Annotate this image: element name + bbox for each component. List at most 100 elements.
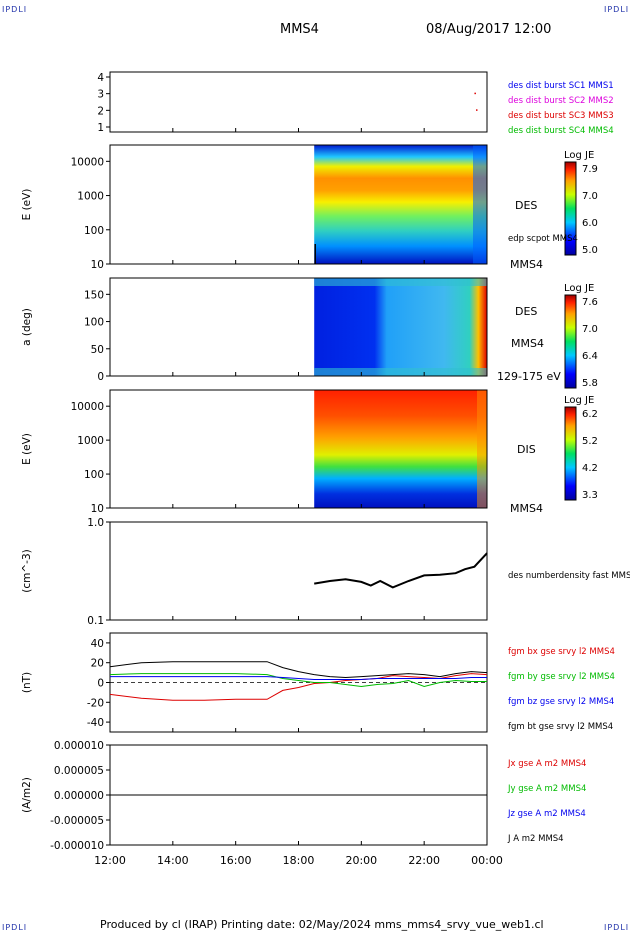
time-axis-label: 12:00 [94, 854, 126, 867]
corner-label-top-right: IPDLI [604, 5, 630, 14]
dis-energy-panel-colorbar [564, 406, 577, 501]
burst-panel-legend-item: des dist burst SC4 MMS4 [508, 126, 614, 136]
des-pitch-panel-colorbar-tick: 7.0 [582, 324, 598, 335]
des-pitch-panel-colorbar-tick: 6.4 [582, 351, 598, 362]
des-energy-panel-colorbar-tick: 5.0 [582, 245, 598, 256]
des-pitch-panel-ytick-label: 50 [91, 344, 104, 356]
des-pitch-panel-ytick-label: 100 [84, 317, 104, 329]
current-density-panel-series-label: J A m2 MMS4 [507, 834, 564, 844]
des-energy-panel-heatmap [314, 145, 487, 264]
dis-energy-panel-ylabel: E (eV) [21, 433, 33, 465]
des-energy-panel-colorbar-tick: 6.0 [582, 218, 598, 229]
des-energy-panel-overlay-label: edp scpot MMS4 [508, 234, 578, 244]
des-pitch-panel-ytick-label: 150 [84, 289, 104, 301]
current-density-panel-ytick-label: -0.000010 [50, 840, 104, 852]
time-axis-label: 00:00 [471, 854, 503, 867]
des-pitch-panel-ytick-label: 0 [97, 371, 104, 383]
burst-panel-ytick-label: 4 [97, 72, 104, 84]
corner-label-bottom-left: IPDLI [2, 923, 28, 932]
burst-panel-ytick-label: 2 [97, 105, 104, 117]
current-density-panel-series-label: Jx gse A m2 MMS4 [507, 759, 586, 769]
dis-energy-panel-colorbar-tick: 5.2 [582, 436, 598, 447]
des-energy-panel-ytick-label: 1000 [77, 191, 104, 203]
magnetic-field-panel-ytick-label: -40 [87, 717, 104, 729]
des-pitch-panel-colorbar-title: Log JE [564, 283, 594, 294]
dis-energy-panel-colorbar-tick: 6.2 [582, 409, 598, 420]
magnetic-field-panel-ytick-label: 20 [91, 658, 104, 670]
current-density-panel-ylabel: (A/m2) [21, 777, 33, 813]
time-axis-label: 14:00 [157, 854, 189, 867]
density-panel-ytick-label: 1.0 [87, 517, 104, 529]
current-density-panel-ytick-label: -0.000005 [50, 815, 104, 827]
burst-panel-legend-item: des dist burst SC2 MMS2 [508, 96, 614, 106]
magnetic-field-panel-ytick-label: 0 [97, 678, 104, 690]
des-pitch-panel-bottom-label: 129-175 eV [497, 370, 561, 383]
des-pitch-panel-colorbar [564, 294, 577, 389]
des-pitch-panel-side-label: MMS4 [511, 337, 544, 350]
current-density-panel-series-label: Jz gse A m2 MMS4 [507, 809, 586, 819]
magnetic-field-panel-series-label: fgm bz gse srvy l2 MMS4 [508, 697, 614, 707]
corner-label-top-left: IPDLI [2, 5, 28, 14]
current-density-panel-series-label: Jy gse A m2 MMS4 [507, 784, 586, 794]
des-energy-panel-ytick-label: 100 [84, 225, 104, 237]
des-energy-panel-ytick-label: 10000 [71, 156, 104, 168]
des-pitch-panel-heatmap [314, 278, 487, 376]
density-panel-ylabel: (cm^-3) [21, 549, 33, 592]
burst-panel-legend-item: des dist burst SC3 MMS3 [508, 111, 614, 121]
current-density-panel-ytick-label: 0.000000 [54, 790, 104, 802]
burst-panel-point [476, 109, 478, 111]
time-axis-label: 20:00 [345, 854, 377, 867]
magnetic-field-panel-series-label: fgm bt gse srvy l2 MMS4 [508, 722, 613, 732]
des-energy-panel-instrument-label: DES [515, 199, 537, 212]
magnetic-field-panel-series-line [110, 676, 487, 680]
des-pitch-panel-instrument-label: DES [515, 305, 537, 318]
time-axis-label: 16:00 [220, 854, 252, 867]
dis-energy-panel-ytick-label: 1000 [77, 435, 104, 447]
des-energy-panel-ylabel: E (eV) [21, 189, 33, 221]
density-panel-series-line [314, 552, 488, 589]
spacecraft-title: MMS4 [280, 22, 319, 37]
magnetic-field-panel-series-line [109, 673, 488, 701]
dis-energy-panel-instrument-label: DIS [517, 443, 536, 456]
dis-energy-panel-colorbar-title: Log JE [564, 395, 594, 406]
burst-panel-frame [109, 71, 488, 133]
dis-energy-panel-ytick-label: 100 [84, 469, 104, 481]
density-panel-series-label: des numberdensity fast MMS4 [508, 571, 630, 581]
density-panel-ytick-label: 0.1 [87, 615, 104, 627]
magnetic-field-panel-ylabel: (nT) [21, 672, 33, 693]
des-energy-panel-ytick-label: 10 [91, 259, 104, 271]
corner-label-bottom-right: IPDLI [604, 923, 630, 932]
burst-panel-ytick-label: 1 [97, 122, 104, 134]
dis-energy-panel-ytick-label: 10000 [71, 401, 104, 413]
des-pitch-panel-top-band [314, 278, 487, 286]
footer-credits: Produced by cl (IRAP) Printing date: 02/… [100, 918, 544, 931]
des-pitch-panel-colorbar-tick: 7.6 [582, 297, 598, 308]
time-axis-label: 18:00 [283, 854, 315, 867]
time-axis-label: 22:00 [408, 854, 440, 867]
des-pitch-panel-bottom-band [314, 368, 487, 376]
magnetic-field-panel-series-label: fgm bx gse srvy l2 MMS4 [508, 647, 615, 657]
dis-energy-panel-colorbar-tick: 3.3 [582, 490, 598, 501]
current-density-panel-ytick-label: 0.000010 [54, 740, 104, 752]
des-pitch-panel-colorbar-tick: 5.8 [582, 378, 598, 389]
des-energy-panel-edge-band [473, 145, 487, 264]
current-density-panel-ytick-label: 0.000005 [54, 765, 104, 777]
magnetic-field-panel-ytick-label: 40 [91, 638, 104, 650]
des-energy-panel-colorbar-title: Log JE [564, 150, 594, 161]
des-energy-panel-colorbar [564, 161, 577, 256]
magnetic-field-panel-series-line [109, 673, 487, 688]
des-energy-panel-colorbar-tick: 7.9 [582, 164, 598, 175]
dis-energy-panel-colorbar-tick: 4.2 [582, 463, 598, 474]
dis-energy-panel-edge-band [477, 390, 487, 508]
des-energy-panel-bottom-label: MMS4 [510, 258, 543, 271]
magnetic-field-panel-series-line [109, 661, 488, 679]
burst-panel-ytick-label: 3 [97, 89, 104, 101]
density-panel-frame [109, 521, 488, 621]
burst-panel-legend-item: des dist burst SC1 MMS1 [508, 81, 614, 91]
des-energy-panel-colorbar-tick: 7.0 [582, 191, 598, 202]
magnetic-field-panel-series-label: fgm by gse srvy l2 MMS4 [508, 672, 615, 682]
dis-energy-panel-bottom-label: MMS4 [510, 502, 543, 515]
burst-panel-point [474, 92, 476, 95]
dis-energy-panel-heatmap [314, 390, 487, 508]
